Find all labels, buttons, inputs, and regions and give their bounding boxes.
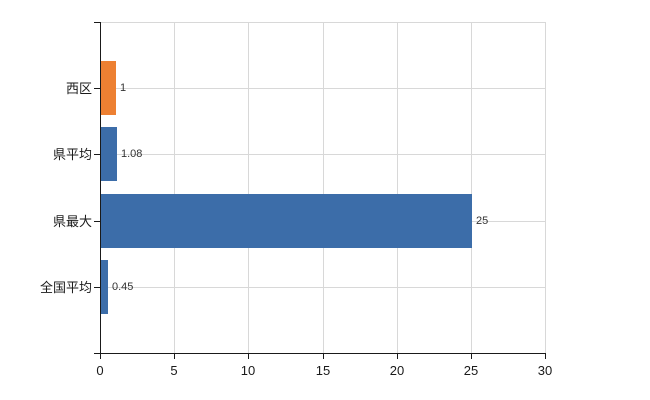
x-gridline (248, 22, 249, 353)
x-tick-label: 15 (315, 363, 331, 378)
y-axis-tick (94, 353, 100, 354)
y-axis-tick (94, 287, 100, 288)
bar-value-label: 25 (476, 215, 489, 227)
plot-top-border (100, 22, 545, 23)
bar-県平均 (101, 127, 117, 181)
category-label-西区: 西区 (65, 81, 92, 96)
y-axis-line (100, 22, 101, 354)
y-gridline (100, 287, 545, 288)
x-axis-tick (174, 353, 175, 359)
x-axis-tick (248, 353, 249, 359)
x-tick-label: 5 (170, 363, 178, 378)
x-tick-label: 30 (537, 363, 553, 378)
x-axis-tick (100, 353, 101, 359)
x-gridline (323, 22, 324, 353)
category-label-県平均: 県平均 (52, 147, 92, 162)
x-tick-label: 0 (96, 363, 104, 378)
bar-県最大 (101, 194, 472, 248)
y-axis-tick (94, 88, 100, 89)
x-gridline (397, 22, 398, 353)
x-tick-label: 25 (463, 363, 479, 378)
bar-全国平均 (101, 260, 108, 314)
bar-value-label: 0.45 (112, 281, 134, 293)
x-axis-tick (397, 353, 398, 359)
x-gridline (545, 22, 546, 353)
y-axis-tick (94, 154, 100, 155)
x-tick-label: 10 (240, 363, 256, 378)
x-tick-label: 20 (389, 363, 405, 378)
x-axis-tick (471, 353, 472, 359)
y-axis-tick (94, 22, 100, 23)
y-axis-tick (94, 221, 100, 222)
x-axis-tick (323, 353, 324, 359)
y-gridline (100, 154, 545, 155)
x-gridline (471, 22, 472, 353)
category-label-県最大: 県最大 (52, 214, 92, 229)
bar-value-label: 1 (120, 82, 127, 94)
bar-西区 (101, 61, 116, 115)
y-gridline (100, 88, 545, 89)
bar-value-label: 1.08 (121, 148, 143, 160)
x-gridline (174, 22, 175, 353)
x-axis-tick (545, 353, 546, 359)
category-label-全国平均: 全国平均 (39, 280, 92, 295)
